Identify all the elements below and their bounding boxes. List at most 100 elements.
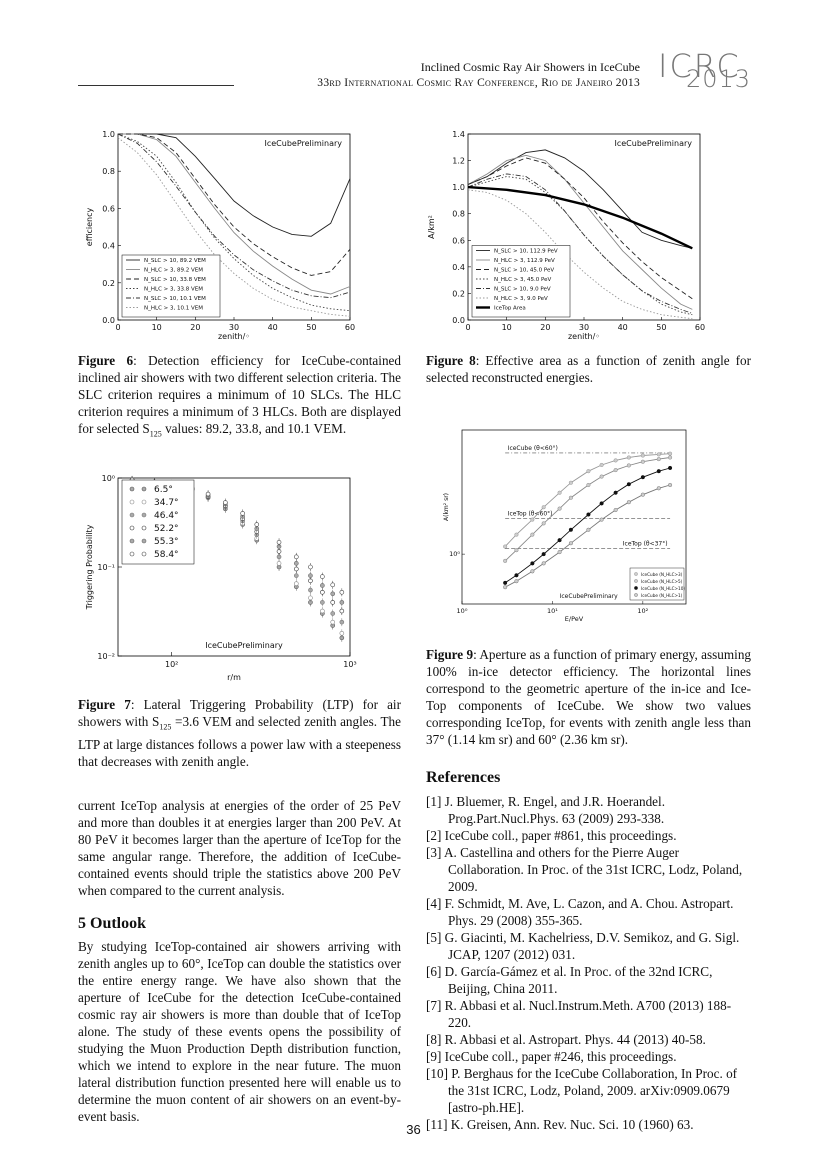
legend-label: IceCube (N_HLC>3) bbox=[641, 572, 683, 577]
legend-swatch bbox=[141, 551, 147, 557]
data-point bbox=[656, 457, 661, 462]
data-point bbox=[568, 495, 573, 500]
data-point bbox=[541, 521, 546, 526]
x-axis-label: r/m bbox=[227, 673, 241, 682]
data-point bbox=[514, 579, 519, 584]
series-line bbox=[118, 133, 351, 276]
data-point bbox=[557, 550, 562, 555]
legend-label: N_SLC > 10, 33.8 VEM bbox=[144, 277, 206, 283]
data-point bbox=[656, 469, 661, 474]
figure-6-chart: 0 10 20 30 40 50 60 0.0 0.2 0.4 0.6 0.8 1.0 zenith/◦ e… bbox=[85, 130, 355, 341]
data-point bbox=[330, 591, 336, 597]
y-axis-label: A/km² bbox=[427, 215, 436, 239]
legend-swatch bbox=[141, 538, 147, 544]
y-tick-label: 0.6 bbox=[102, 204, 115, 213]
data-point bbox=[586, 527, 591, 532]
legend-swatch bbox=[141, 512, 147, 518]
x-tick-label: 10² bbox=[637, 607, 648, 615]
legend-label: IceCube (N_HLC>5) bbox=[641, 579, 683, 584]
data-point bbox=[599, 517, 604, 522]
x-tick-label: 10 bbox=[152, 323, 162, 332]
legend-swatch bbox=[129, 512, 135, 518]
data-point bbox=[276, 561, 282, 566]
data-point bbox=[599, 501, 604, 506]
series-line bbox=[467, 189, 693, 320]
data-point bbox=[599, 462, 604, 468]
data-point bbox=[205, 491, 211, 497]
y-tick-label: 1.4 bbox=[452, 130, 465, 139]
running-title: Inclined Cosmic Ray Air Showers in IceCu… bbox=[420, 60, 640, 74]
x-tick-label: 50 bbox=[306, 323, 316, 332]
data-point bbox=[530, 532, 535, 537]
series-line bbox=[467, 185, 693, 250]
legend-box bbox=[471, 245, 571, 318]
legend-label: 58.4° bbox=[154, 550, 179, 560]
y-axis-label: efficiency bbox=[85, 208, 94, 247]
legend-label: N_SLC > 10, 45.0 PeV bbox=[494, 268, 554, 274]
y-tick-label: 10⁰ bbox=[449, 550, 460, 558]
figure-7-chart: 10² 10³ 10⁻² 10⁻¹ 10⁰ r/m Triggering Probabili… bbox=[85, 474, 357, 682]
caption-label: Figure 7 bbox=[78, 697, 131, 712]
legend-swatch bbox=[129, 499, 135, 505]
legend-label: 46.4° bbox=[154, 511, 179, 521]
reference-list: [1] J. Bluemer, R. Engel, and J.R. Hoera… bbox=[426, 793, 751, 1133]
caption-text: : Effective area as a function of zenith… bbox=[426, 353, 752, 385]
legend-label: N_SLC > 10, 9.0 PeV bbox=[494, 287, 551, 293]
data-point bbox=[294, 566, 299, 572]
data-point bbox=[656, 452, 661, 457]
data-point bbox=[339, 608, 345, 614]
data-point bbox=[586, 482, 591, 488]
caption-text-end: =3.6 VEM and selected zenith angles. The… bbox=[78, 714, 402, 769]
y-tick-label: 10⁻² bbox=[97, 652, 115, 661]
data-point bbox=[503, 585, 508, 590]
figure-9-caption: Figure 9: Aperture as a function of prim… bbox=[426, 646, 751, 748]
legend-swatch bbox=[129, 525, 135, 531]
series-line bbox=[504, 453, 671, 547]
legend-box bbox=[121, 254, 221, 318]
y-tick-label: 0.4 bbox=[102, 242, 115, 251]
legend-label: N_HLC > 3, 9.0 PeV bbox=[494, 296, 548, 302]
data-point bbox=[320, 574, 325, 579]
caption-text-end: values: 89.2, 33.8, and 10.1 VEM. bbox=[161, 421, 347, 436]
data-point bbox=[294, 581, 299, 586]
series-line bbox=[118, 133, 351, 295]
x-tick-label: 0 bbox=[115, 323, 120, 332]
series-line bbox=[467, 173, 693, 314]
data-point bbox=[640, 459, 645, 464]
y-tick-label: 0.4 bbox=[452, 263, 465, 272]
data-point bbox=[668, 465, 673, 471]
x-axis-label: zenith/◦ bbox=[218, 332, 250, 341]
data-point bbox=[541, 505, 546, 510]
reference-item: [6] D. García-Gámez et al. In Proc. of t… bbox=[426, 964, 713, 996]
reference-line-label: IceTop (θ<60°) bbox=[508, 511, 553, 518]
caption-text: : Lateral Triggering Probability (LTP) f… bbox=[78, 697, 401, 729]
data-point bbox=[320, 600, 325, 605]
reference-item: [4] F. Schmidt, M. Ave, L. Cazon, and A.… bbox=[426, 896, 734, 928]
legend-swatch bbox=[129, 538, 135, 544]
figure-8-caption: Figure 8: Effective area as a function o… bbox=[426, 352, 751, 386]
legend-swatch bbox=[634, 579, 638, 583]
x-tick-label: 30 bbox=[229, 323, 239, 332]
data-point bbox=[640, 453, 645, 458]
reference-item: [8] R. Abbasi et al. Astropart. Phys. 44… bbox=[426, 1032, 706, 1047]
data-point bbox=[626, 482, 631, 487]
legend-label: 52.2° bbox=[154, 524, 179, 534]
data-point bbox=[541, 561, 546, 566]
data-point bbox=[339, 630, 345, 636]
reference-item: [7] R. Abbasi et al. Nucl.Instrum.Meth. … bbox=[426, 998, 732, 1030]
caption-label: Figure 8 bbox=[426, 353, 476, 368]
data-point bbox=[656, 486, 661, 491]
data-point bbox=[240, 511, 245, 516]
caption-label: Figure 6 bbox=[78, 353, 134, 368]
legend-label: N_HLC > 3, 89.2 VEM bbox=[144, 268, 203, 274]
caption-text: : Aperture as a function of primary ener… bbox=[426, 647, 752, 747]
x-tick-label: 40 bbox=[268, 323, 278, 332]
data-point bbox=[339, 619, 345, 625]
legend-label: N_HLC > 3, 45.0 PeV bbox=[494, 277, 552, 283]
figure-8-chart: 0 10 20 30 40 50 60 0.0 0.2 0.4 0.6 0.8 1.0 1.2 1.4 zen… bbox=[427, 130, 705, 341]
chart-annotation: IceCubePreliminary bbox=[614, 139, 692, 148]
x-axis-label: E/PeV bbox=[565, 615, 584, 623]
data-point bbox=[557, 506, 562, 511]
data-point bbox=[640, 475, 645, 480]
caption-text: : Detection efficiency for IceCube-conta… bbox=[78, 353, 401, 436]
